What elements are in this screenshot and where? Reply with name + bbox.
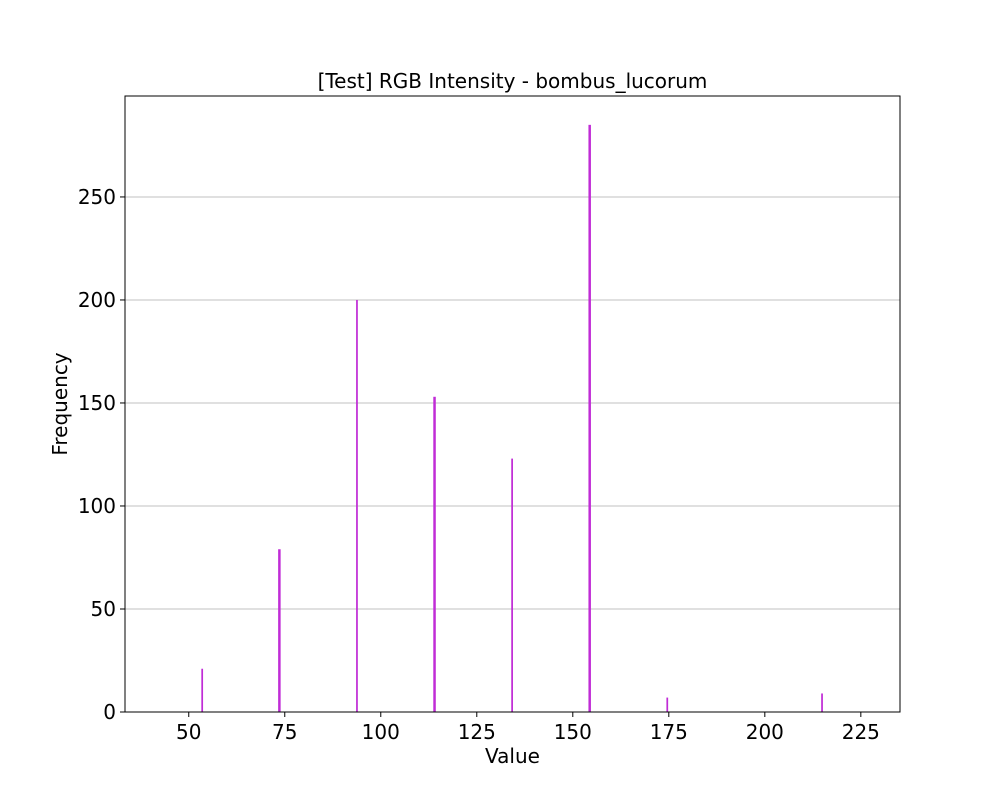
gridlines [125,196,900,610]
histogram-bar [511,458,513,712]
x-tick-label: 200 [746,720,784,744]
plot-frame [124,95,901,713]
histogram-bar [666,697,669,712]
histogram-bar [278,549,281,712]
y-axis-title: Frequency [48,352,72,455]
bars [201,124,823,712]
x-axis-ticks: 50 75 100 125 150 175 200 225 [176,712,880,744]
histogram-bar [821,693,823,712]
histogram-bar [588,124,591,712]
y-tick-label: 200 [78,288,116,312]
y-tick-label: 100 [78,494,116,518]
histogram-bar [356,299,358,712]
x-tick-label: 100 [362,720,400,744]
x-tick-label: 175 [650,720,688,744]
y-tick-label: 150 [78,391,116,415]
x-axis-title: Value [485,744,540,768]
x-tick-label: 125 [458,720,496,744]
x-tick-label: 150 [554,720,592,744]
y-tick-label: 0 [103,700,116,724]
chart-title: [Test] RGB Intensity - bombus_lucorum [318,69,708,93]
x-tick-label: 50 [176,720,201,744]
x-tick-label: 75 [272,720,297,744]
x-tick-label: 225 [842,720,880,744]
histogram-bar [201,668,204,712]
y-tick-label: 50 [91,597,116,621]
y-tick-label: 250 [78,185,116,209]
histogram-bar [433,396,436,712]
y-axis-ticks: 0 50 100 150 200 250 [78,185,125,724]
